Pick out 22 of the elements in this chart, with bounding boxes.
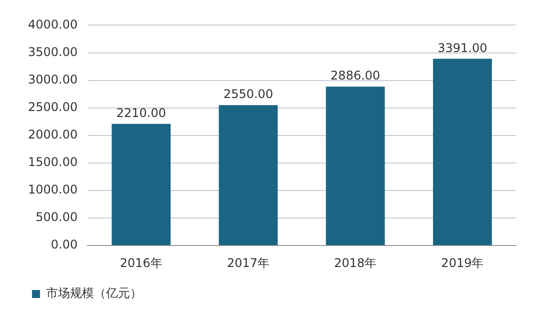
bar [112,124,171,246]
y-tick-label: 2000.00 [28,128,78,142]
x-tick-label: 2019年 [441,256,484,270]
bar [433,58,492,246]
x-tick-label: 2018年 [334,256,377,270]
bar [326,86,385,246]
y-tick-label: 3000.00 [28,72,78,86]
text: 2886.00 [330,68,380,83]
text: 3391.00 [438,40,488,55]
x-tick-label: 2017年 [226,256,270,270]
y-tick-label: 500.00 [36,210,78,224]
text: 2550.00 [223,87,274,102]
y-tick-label: 0.00 [50,238,78,252]
y-tick-label: 3500.00 [28,44,78,59]
y-tick-label: 1000.00 [28,182,78,197]
legend-label: 市场规模（亿元） [46,286,142,300]
y-tick-label: 4000.00 [28,17,78,32]
x-tick-label: 2016年 [120,256,162,270]
y-tick-label: 2500.00 [28,100,78,114]
y-tick-label: 1500.00 [28,155,78,170]
text: 2210.00 [116,106,166,120]
bar [218,105,278,246]
